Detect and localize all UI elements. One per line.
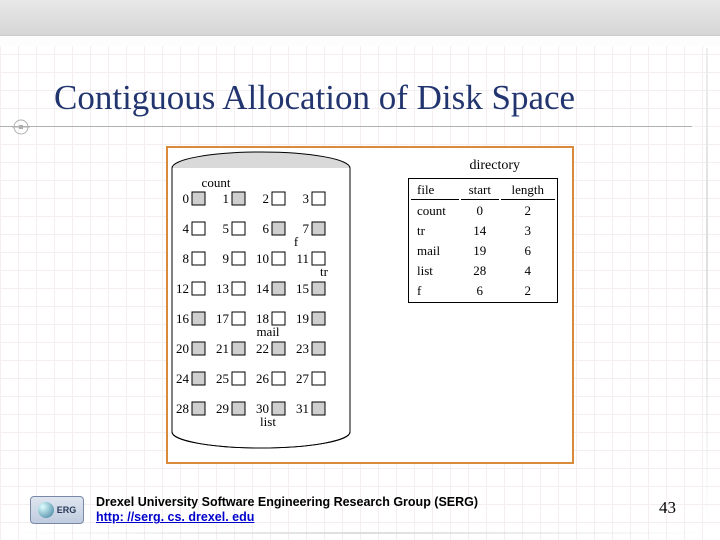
svg-text:count: count [202, 175, 231, 190]
svg-text:24: 24 [176, 371, 190, 386]
dir-cell: 28 [461, 262, 499, 280]
svg-text:mail: mail [256, 324, 279, 339]
dir-cell: 14 [461, 222, 499, 240]
dir-col-header: length [501, 181, 555, 200]
svg-text:25: 25 [216, 371, 229, 386]
svg-text:10: 10 [256, 251, 269, 266]
dir-cell: count [411, 202, 459, 220]
dir-row: mail196 [411, 242, 555, 260]
svg-text:f: f [294, 234, 299, 249]
svg-text:14: 14 [256, 281, 270, 296]
dir-cell: 3 [501, 222, 555, 240]
page-number: 43 [659, 498, 676, 518]
svg-text:8: 8 [183, 251, 190, 266]
svg-text:6: 6 [263, 221, 270, 236]
dir-cell: 4 [501, 262, 555, 280]
svg-text:27: 27 [296, 371, 310, 386]
svg-text:22: 22 [256, 341, 269, 356]
svg-text:9: 9 [223, 251, 230, 266]
dir-cell: 2 [501, 202, 555, 220]
dir-cell: 6 [501, 242, 555, 260]
svg-text:0: 0 [183, 191, 190, 206]
dir-row: count02 [411, 202, 555, 220]
directory-caption: directory [469, 158, 520, 174]
svg-text:17: 17 [216, 311, 230, 326]
svg-text:2: 2 [263, 191, 270, 206]
dir-cell: 6 [461, 282, 499, 300]
dir-row: list284 [411, 262, 555, 280]
svg-text:list: list [260, 414, 276, 429]
svg-text:3: 3 [303, 191, 310, 206]
slide-bottom-accent [12, 532, 708, 534]
svg-text:5: 5 [223, 221, 230, 236]
svg-text:7: 7 [303, 221, 310, 236]
svg-text:19: 19 [296, 311, 309, 326]
dir-cell: 0 [461, 202, 499, 220]
svg-text:26: 26 [256, 371, 270, 386]
dir-cell: 2 [501, 282, 555, 300]
logo-sphere-icon [38, 502, 54, 518]
footer-text: Drexel University Software Engineering R… [96, 495, 478, 526]
dir-col-header: start [461, 181, 499, 200]
svg-text:1: 1 [223, 191, 230, 206]
svg-text:29: 29 [216, 401, 229, 416]
directory-table: filestartlength count02tr143mail196list2… [408, 178, 558, 303]
figure-frame: 0123456789101112131415161718192021222324… [166, 146, 574, 464]
svg-text:4: 4 [183, 221, 190, 236]
dir-cell: f [411, 282, 459, 300]
svg-text:20: 20 [176, 341, 189, 356]
slide-right-accent [706, 48, 708, 528]
title-bullet-icon [12, 118, 30, 136]
svg-text:12: 12 [176, 281, 189, 296]
svg-text:tr: tr [320, 264, 329, 279]
footer-org: Drexel University Software Engineering R… [96, 495, 478, 509]
svg-text:23: 23 [296, 341, 309, 356]
serg-logo: ERG [30, 496, 84, 524]
dir-row: f62 [411, 282, 555, 300]
slide-title-underline [0, 126, 692, 127]
dir-row: tr143 [411, 222, 555, 240]
dir-cell: 19 [461, 242, 499, 260]
dir-col-header: file [411, 181, 459, 200]
slide-title: Contiguous Allocation of Disk Space [54, 78, 575, 118]
svg-text:21: 21 [216, 341, 229, 356]
dir-cell: tr [411, 222, 459, 240]
dir-cell: list [411, 262, 459, 280]
footer-url[interactable]: http: //serg. cs. drexel. edu [96, 510, 254, 524]
dir-cell: mail [411, 242, 459, 260]
footer: ERG Drexel University Software Engineeri… [30, 495, 690, 526]
slide-top-bar [0, 0, 720, 36]
svg-text:31: 31 [296, 401, 309, 416]
logo-text: ERG [57, 505, 77, 515]
svg-text:15: 15 [296, 281, 309, 296]
slide-thin-bar [0, 36, 720, 46]
svg-text:28: 28 [176, 401, 189, 416]
svg-text:11: 11 [296, 251, 309, 266]
svg-text:13: 13 [216, 281, 229, 296]
svg-text:16: 16 [176, 311, 190, 326]
